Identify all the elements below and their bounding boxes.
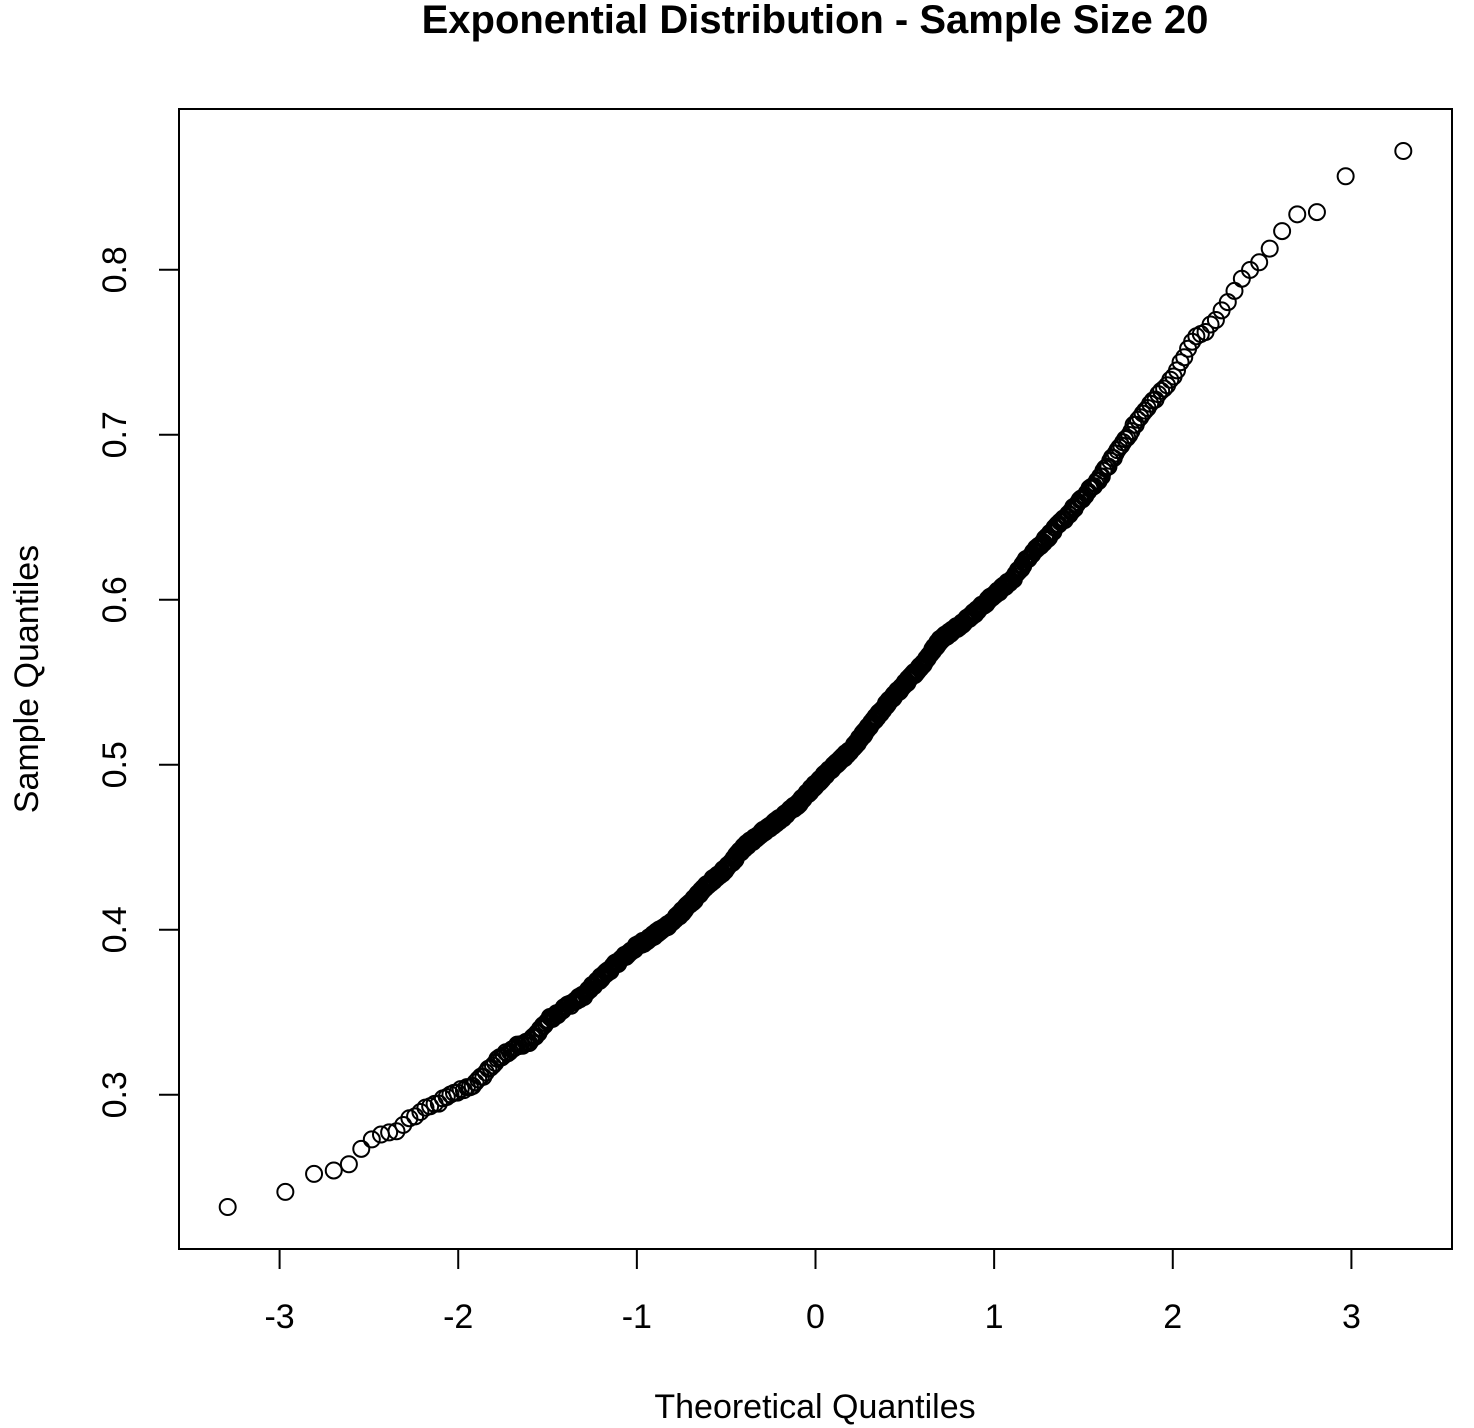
data-point xyxy=(1336,167,1355,186)
x-tick-label: 3 xyxy=(1342,1298,1361,1336)
data-point xyxy=(394,1115,413,1134)
y-axis: 0.3 0.4 0.5 0.6 0.7 0.8 xyxy=(96,246,179,1118)
y-axis-label: Sample Quantiles xyxy=(8,545,46,813)
data-point xyxy=(1171,353,1190,372)
data-point xyxy=(1394,142,1413,160)
data-point xyxy=(406,1107,425,1126)
data-point xyxy=(1273,222,1292,241)
x-tick-label: -2 xyxy=(443,1298,473,1336)
y-tick-label: 0.3 xyxy=(96,1071,134,1118)
data-point xyxy=(1201,315,1220,334)
y-tick-label: 0.5 xyxy=(96,741,134,788)
data-point xyxy=(1250,253,1269,272)
data-point xyxy=(305,1164,324,1183)
data-point xyxy=(1206,311,1225,330)
x-tick-label: 1 xyxy=(985,1298,1004,1336)
data-point xyxy=(1307,203,1326,222)
plot-frame xyxy=(178,108,1453,1250)
x-tick-label: -1 xyxy=(622,1298,652,1336)
data-point xyxy=(339,1155,358,1174)
chart-title: Exponential Distribution - Sample Size 2… xyxy=(422,0,1209,42)
x-tick-label: -3 xyxy=(264,1298,294,1336)
x-axis: -3 -2 -1 0 1 2 3 xyxy=(264,1249,1361,1336)
data-point xyxy=(1288,205,1307,224)
data-point xyxy=(276,1182,295,1201)
data-point xyxy=(352,1139,371,1158)
x-tick-label: 2 xyxy=(1163,1298,1182,1336)
data-points xyxy=(218,142,1413,1216)
data-point xyxy=(1152,381,1171,400)
data-point xyxy=(362,1130,381,1149)
x-tick-label: 0 xyxy=(806,1298,825,1336)
data-point xyxy=(1161,370,1180,389)
y-tick-label: 0.7 xyxy=(96,411,134,458)
y-tick-label: 0.4 xyxy=(96,906,134,953)
data-point xyxy=(324,1161,343,1180)
data-point xyxy=(218,1198,237,1216)
y-tick-label: 0.8 xyxy=(96,246,134,293)
data-point xyxy=(380,1123,399,1142)
x-axis-label: Theoretical Quantiles xyxy=(654,1388,975,1426)
data-point xyxy=(387,1122,406,1141)
y-tick-label: 0.6 xyxy=(96,576,134,623)
data-point xyxy=(1260,239,1279,258)
data-point xyxy=(1175,348,1194,367)
data-point xyxy=(1155,379,1174,398)
data-point xyxy=(411,1102,430,1121)
